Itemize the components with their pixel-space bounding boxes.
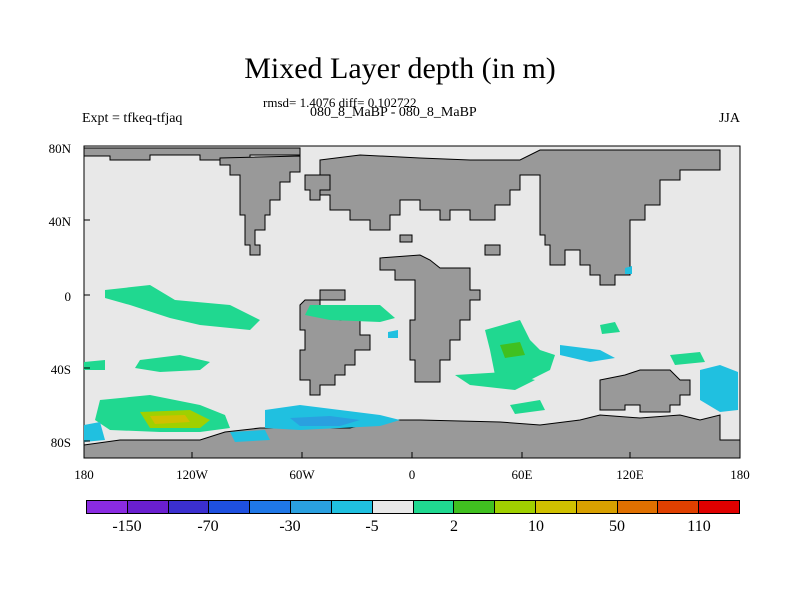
colorbar-label: 10 [528,518,544,535]
lon-label-180e: 180 [730,467,750,482]
lon-label-0: 0 [408,467,416,482]
lat-label-80s: 80S [50,435,71,450]
lon-label-120e: 120E [616,467,644,482]
anomaly-patch-positive [670,352,705,365]
anomaly-patch-negative [560,345,615,362]
land-central-america [319,289,346,301]
colorbar-swatch [290,501,331,513]
lon-label-60e: 60E [511,467,533,482]
land-masses [83,147,741,459]
colorbar-swatch [616,501,658,513]
land-africa [379,254,481,383]
anomaly-patches [84,266,738,442]
lon-label-60w: 60W [289,467,315,482]
lat-label-40s: 40S [50,362,71,377]
colorbar-swatch [534,501,576,513]
colorbar-swatch [208,501,250,513]
colorbar-swatch [453,501,495,513]
colorbar [86,500,740,514]
anomaly-patch-strong-positive [150,415,190,424]
anomaly-patch-positive [455,372,535,390]
colorbar-label: -5 [365,518,379,535]
anomaly-patch-negative [625,266,632,274]
colorbar-swatch [330,501,372,513]
colorbar-swatch [126,501,168,513]
land-australia [599,369,691,413]
colorbar-label: -150 [112,518,142,535]
land-eurasia [319,149,721,286]
anomaly-patch-positive [510,400,545,414]
colorbar-swatch [575,501,617,513]
anomaly-patch-positive [500,342,525,358]
season-label: JJA [718,111,740,126]
stats-line: rmsd= 1.4076 diff= 0.102722 [263,95,417,110]
lon-label-120w: 120W [176,467,208,482]
anomaly-patch-negative [388,330,398,338]
colorbar-label: 110 [687,518,711,535]
anomaly-patch-positive [105,285,260,330]
colorbar-label: -30 [279,518,301,535]
colorbar-swatch [494,501,535,513]
lat-label-0: 0 [64,289,72,304]
axis-ticks [84,145,631,458]
land-mediterranean-island [484,244,501,256]
anomaly-patch-positive [135,355,210,372]
land-greenland [304,174,331,201]
lat-label-40n: 40N [48,214,71,229]
lat-label-80n: 80N [48,141,71,156]
anomaly-patch-negative [700,365,738,412]
colorbar-label: -70 [197,518,219,535]
colorbar-swatch [167,501,209,513]
experiment-subtitle: 080_8_MaBP - 080_8_MaBP [310,105,477,120]
colorbar-label: 50 [609,518,625,535]
anomaly-patch-negative [230,430,270,442]
colorbar-swatch [371,501,413,513]
anomaly-patch-positive [305,305,395,322]
anomaly-patch-negative [290,416,360,426]
land-north-america [219,155,301,256]
lon-label-180w: 180 [74,467,94,482]
colorbar-swatch [87,501,127,513]
colorbar-swatch [249,501,291,513]
colorbar-swatch [657,501,699,513]
land-antarctica [83,414,741,459]
anomaly-patch-positive [600,322,620,334]
map-title: Mixed Layer depth (in m) [244,52,556,85]
anomaly-patch-negative [84,422,105,442]
experiment-label: Expt = tfkeq-tfjaq [82,111,183,126]
colorbar-label: 2 [450,518,458,535]
colorbar-swatch [698,501,739,513]
colorbar-swatch [412,501,454,513]
land-europe [399,234,413,243]
